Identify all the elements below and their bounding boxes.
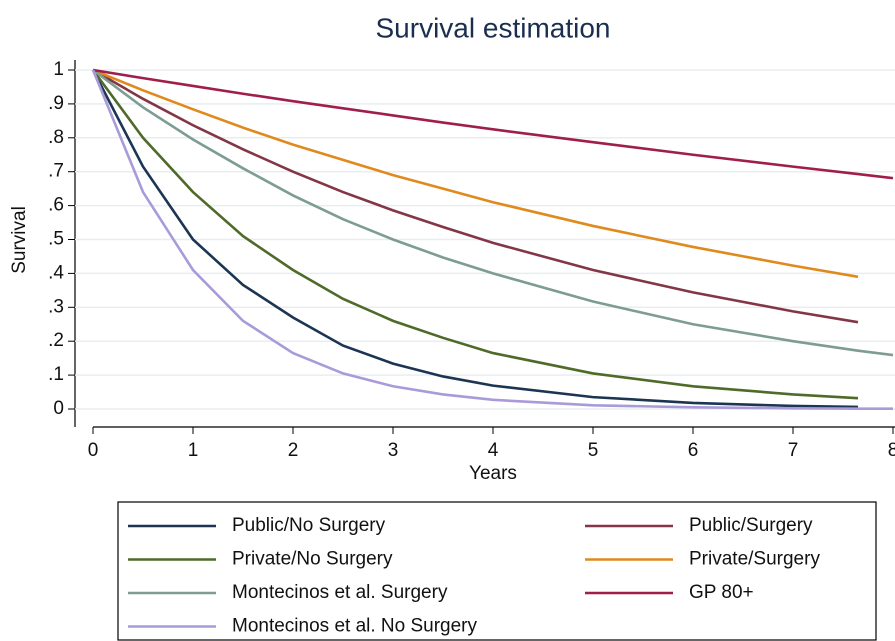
series-line bbox=[91, 69, 893, 410]
x-tick-label: 5 bbox=[588, 440, 599, 461]
legend-label: Public/No Surgery bbox=[232, 515, 386, 536]
x-tick-label: 0 bbox=[88, 440, 99, 461]
legend-label: Public/Surgery bbox=[689, 515, 813, 536]
x-tick-label: 3 bbox=[388, 440, 399, 461]
y-axis-label: Survival bbox=[9, 206, 30, 274]
legend-label: GP 80+ bbox=[689, 582, 754, 603]
y-tick-label: .5 bbox=[48, 229, 64, 250]
y-tick-label: .3 bbox=[48, 296, 64, 317]
series-line bbox=[92, 68, 859, 279]
legend-label: Montecinos et al. Surgery bbox=[232, 582, 448, 603]
x-tick-label: 8 bbox=[888, 440, 895, 461]
series-line bbox=[92, 68, 859, 324]
series-line bbox=[92, 68, 894, 357]
chart-title: Survival estimation bbox=[376, 12, 611, 43]
y-tick-label: .1 bbox=[48, 364, 64, 385]
series-line bbox=[91, 69, 859, 400]
y-tick-label: .6 bbox=[48, 195, 64, 216]
y-tick-label: .7 bbox=[48, 161, 64, 182]
y-tick-label: 0 bbox=[53, 398, 64, 419]
x-tick-label: 7 bbox=[788, 440, 799, 461]
y-tick-label: .2 bbox=[48, 330, 64, 351]
x-tick-label: 1 bbox=[188, 440, 199, 461]
y-tick-label: .9 bbox=[48, 93, 64, 114]
series-line bbox=[91, 69, 859, 409]
legend-label: Private/No Surgery bbox=[232, 549, 393, 570]
legend-label: Private/Surgery bbox=[689, 549, 820, 570]
series-line bbox=[92, 68, 894, 180]
x-tick-label: 6 bbox=[688, 440, 699, 461]
y-tick-label: .8 bbox=[48, 127, 64, 148]
x-axis-label: Years bbox=[469, 463, 517, 484]
y-tick-label: .4 bbox=[48, 262, 64, 283]
x-tick-label: 4 bbox=[488, 440, 499, 461]
x-tick-label: 2 bbox=[288, 440, 299, 461]
y-tick-label: 1 bbox=[53, 59, 64, 80]
legend-box bbox=[117, 501, 877, 641]
legend-label: Montecinos et al. No Surgery bbox=[232, 616, 478, 637]
